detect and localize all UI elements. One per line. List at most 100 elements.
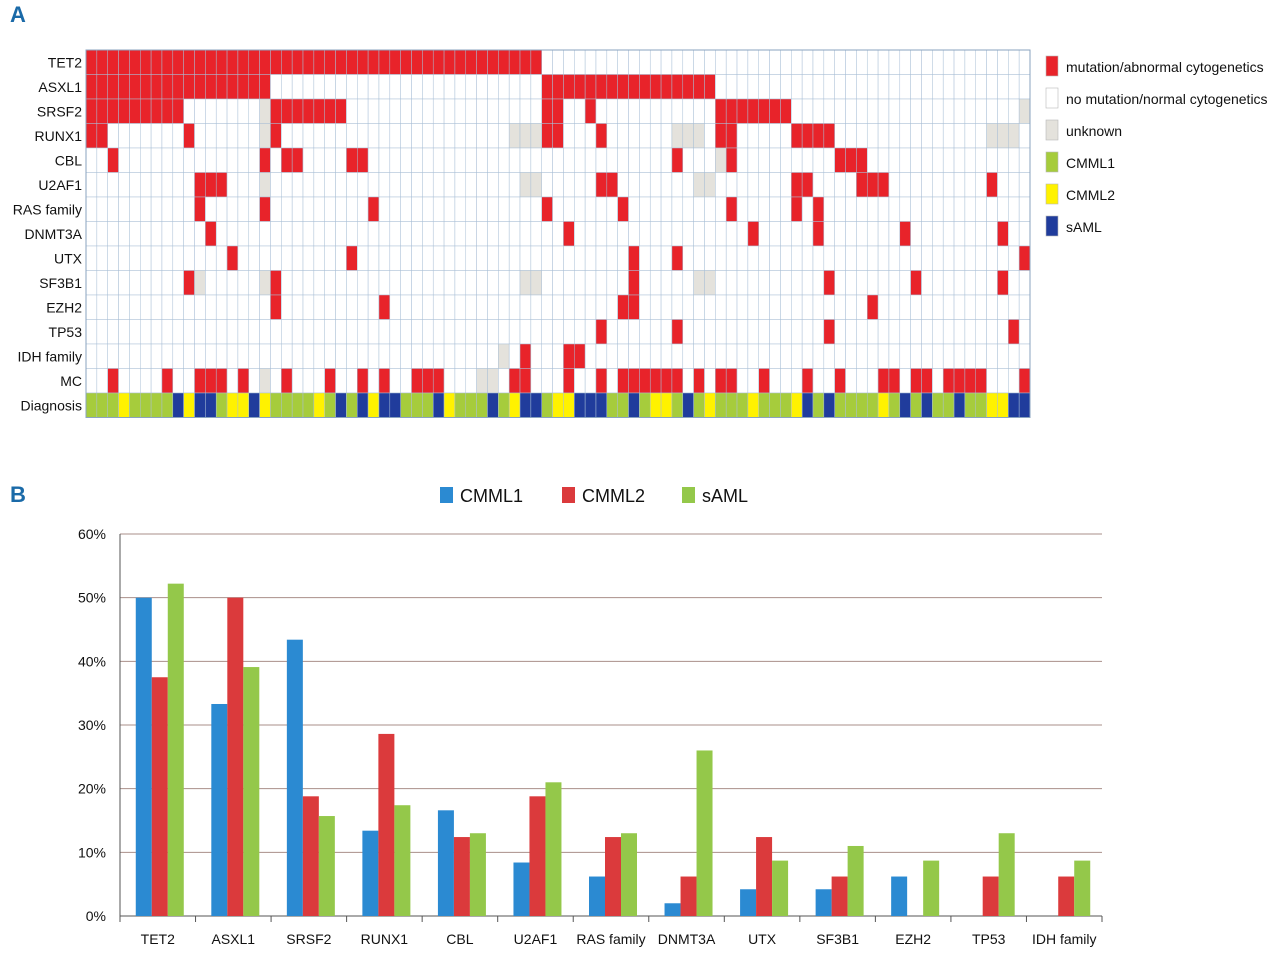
legend-item-saml: sAML (1045, 215, 1102, 237)
oncoprint-cell (161, 368, 174, 394)
oncoprint-cell (725, 98, 738, 124)
oncoprint-cell (367, 245, 380, 271)
oncoprint-cell (856, 172, 868, 198)
oncoprint-cell (791, 49, 803, 75)
oncoprint-cell (866, 368, 879, 394)
oncoprint-cell (552, 368, 564, 394)
oncoprint-cell (378, 343, 391, 369)
oncoprint-cell (639, 245, 651, 271)
oncoprint-cell (226, 123, 239, 149)
oncoprint-cell (259, 343, 271, 369)
row-label: TET2 (48, 54, 82, 70)
oncoprint-cell (682, 245, 694, 271)
oncoprint-cell (248, 49, 260, 75)
oncoprint-cell (736, 319, 749, 345)
oncoprint-cell (443, 147, 456, 173)
oncoprint-cell (183, 343, 195, 369)
oncoprint-cell (845, 270, 857, 296)
oncoprint-cell (704, 74, 716, 100)
oncoprint-cell (281, 196, 293, 222)
oncoprint-cell (85, 221, 98, 247)
oncoprint-cell (834, 368, 846, 394)
oncoprint-cell (563, 221, 575, 247)
oncoprint-cell (476, 147, 488, 173)
bar-cmml1-runx1 (362, 830, 379, 916)
oncoprint-cell (367, 123, 380, 149)
oncoprint-cell (357, 245, 369, 271)
oncoprint-cell (747, 49, 759, 75)
oncoprint-cell (519, 294, 532, 320)
oncoprint-cell (411, 221, 423, 247)
oncoprint-cell (389, 270, 401, 296)
oncoprint-cell (932, 196, 944, 222)
oncoprint-cell (725, 392, 738, 418)
oncoprint-cell (888, 147, 901, 173)
chart-legend-label: CMML1 (460, 486, 523, 506)
oncoprint-cell (780, 221, 792, 247)
x-tick-label: DNMT3A (658, 931, 716, 947)
oncoprint-cell (205, 123, 217, 149)
oncoprint-cell (628, 221, 640, 247)
oncoprint-cell (639, 147, 651, 173)
oncoprint-cell (747, 368, 759, 394)
oncoprint-cell (422, 294, 434, 320)
oncoprint-cell (595, 74, 608, 100)
bar-cmml2-idh-family (1058, 876, 1075, 916)
oncoprint-cell (140, 147, 152, 173)
oncoprint-cell (877, 221, 890, 247)
oncoprint-cell (346, 245, 358, 271)
oncoprint-cell (422, 343, 434, 369)
oncoprint-cell (986, 172, 998, 198)
oncoprint-cell (487, 343, 499, 369)
oncoprint-cell (281, 294, 293, 320)
oncoprint-cell (866, 319, 879, 345)
oncoprint-cell (313, 98, 325, 124)
oncoprint-cell (1008, 392, 1020, 418)
oncoprint-cell (519, 147, 532, 173)
oncoprint-cell (866, 147, 879, 173)
oncoprint-cell (932, 392, 944, 418)
oncoprint-cell (639, 196, 651, 222)
oncoprint-cell (389, 392, 401, 418)
oncoprint-cell (888, 392, 901, 418)
bar-saml-idh-family (1074, 860, 1091, 916)
oncoprint-cell (660, 172, 673, 198)
oncoprint-cell (302, 294, 315, 320)
oncoprint-cell (953, 74, 966, 100)
oncoprint-cell (172, 98, 184, 124)
oncoprint-cell (942, 270, 955, 296)
oncoprint-cell (563, 123, 575, 149)
oncoprint-cell (704, 49, 716, 75)
oncoprint-cell (660, 270, 673, 296)
oncoprint-cell (693, 49, 705, 75)
oncoprint-cell (769, 74, 781, 100)
oncoprint-cell (563, 392, 575, 418)
oncoprint-cell (140, 392, 152, 418)
oncoprint-cell (443, 319, 456, 345)
oncoprint-cell (335, 172, 347, 198)
oncoprint-cell (400, 319, 412, 345)
oncoprint-cell (432, 245, 445, 271)
oncoprint-cell (432, 98, 445, 124)
oncoprint-cell (606, 343, 618, 369)
oncoprint-cell (953, 172, 966, 198)
oncoprint-cell (281, 221, 293, 247)
oncoprint-cell (226, 196, 239, 222)
oncoprint-cell (150, 294, 163, 320)
oncoprint-cell (910, 74, 922, 100)
oncoprint-cell (834, 270, 846, 296)
oncoprint-cell (910, 123, 922, 149)
oncoprint-cell (519, 392, 532, 418)
oncoprint-cell (682, 392, 694, 418)
oncoprint-cell (270, 98, 282, 124)
oncoprint-cell (574, 270, 586, 296)
oncoprint-cell (552, 343, 564, 369)
oncoprint-cell (671, 368, 684, 394)
oncoprint-cell (205, 147, 217, 173)
oncoprint-cell (986, 49, 998, 75)
oncoprint-cell (866, 245, 879, 271)
oncoprint-cell (519, 368, 532, 394)
oncoprint-cell (780, 74, 792, 100)
oncoprint-cell (400, 245, 412, 271)
oncoprint-cell (172, 74, 184, 100)
